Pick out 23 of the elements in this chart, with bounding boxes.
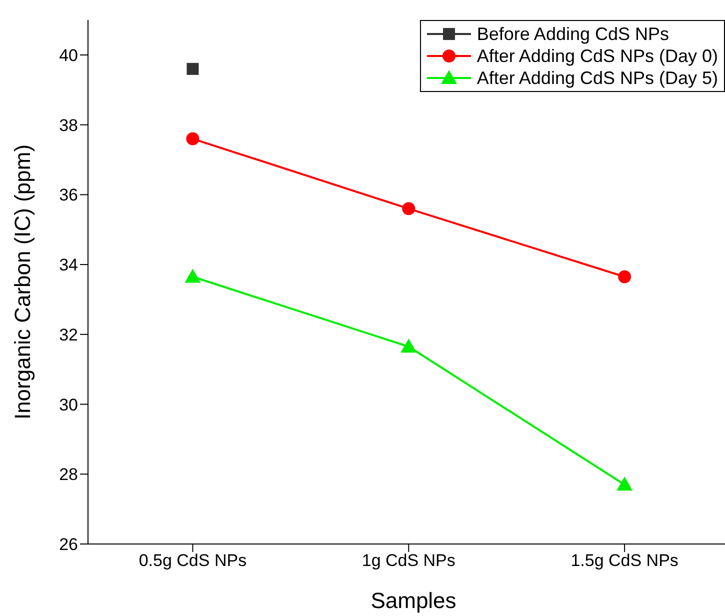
y-tick-label: 30 xyxy=(59,395,78,414)
point xyxy=(616,476,633,491)
point xyxy=(400,338,417,353)
x-tick-label: 1g CdS NPs xyxy=(362,551,456,570)
point xyxy=(186,62,199,75)
y-axis-title: Inorganic Carbon (IC) (ppm) xyxy=(10,144,35,420)
point xyxy=(618,270,632,284)
y-tick-label: 32 xyxy=(59,325,78,344)
y-tick-label: 26 xyxy=(59,535,78,554)
point xyxy=(402,202,416,216)
legend-label: After Adding CdS NPs (Day 0) xyxy=(476,46,718,66)
y-tick-label: 40 xyxy=(59,46,78,65)
y-tick-label: 36 xyxy=(59,186,78,205)
y-tick-label: 28 xyxy=(59,465,78,484)
y-tick-label: 34 xyxy=(59,256,78,275)
legend-label: After Adding CdS NPs (Day 5) xyxy=(476,68,718,88)
legend-label: Before Adding CdS NPs xyxy=(476,24,670,44)
point xyxy=(186,132,200,146)
x-tick-label: 1.5g CdS NPs xyxy=(570,551,678,570)
y-tick-label: 38 xyxy=(59,116,78,135)
x-tick-label: 0.5g CdS NPs xyxy=(138,551,247,570)
point xyxy=(184,268,201,283)
x-axis-title: Samples xyxy=(370,588,456,613)
